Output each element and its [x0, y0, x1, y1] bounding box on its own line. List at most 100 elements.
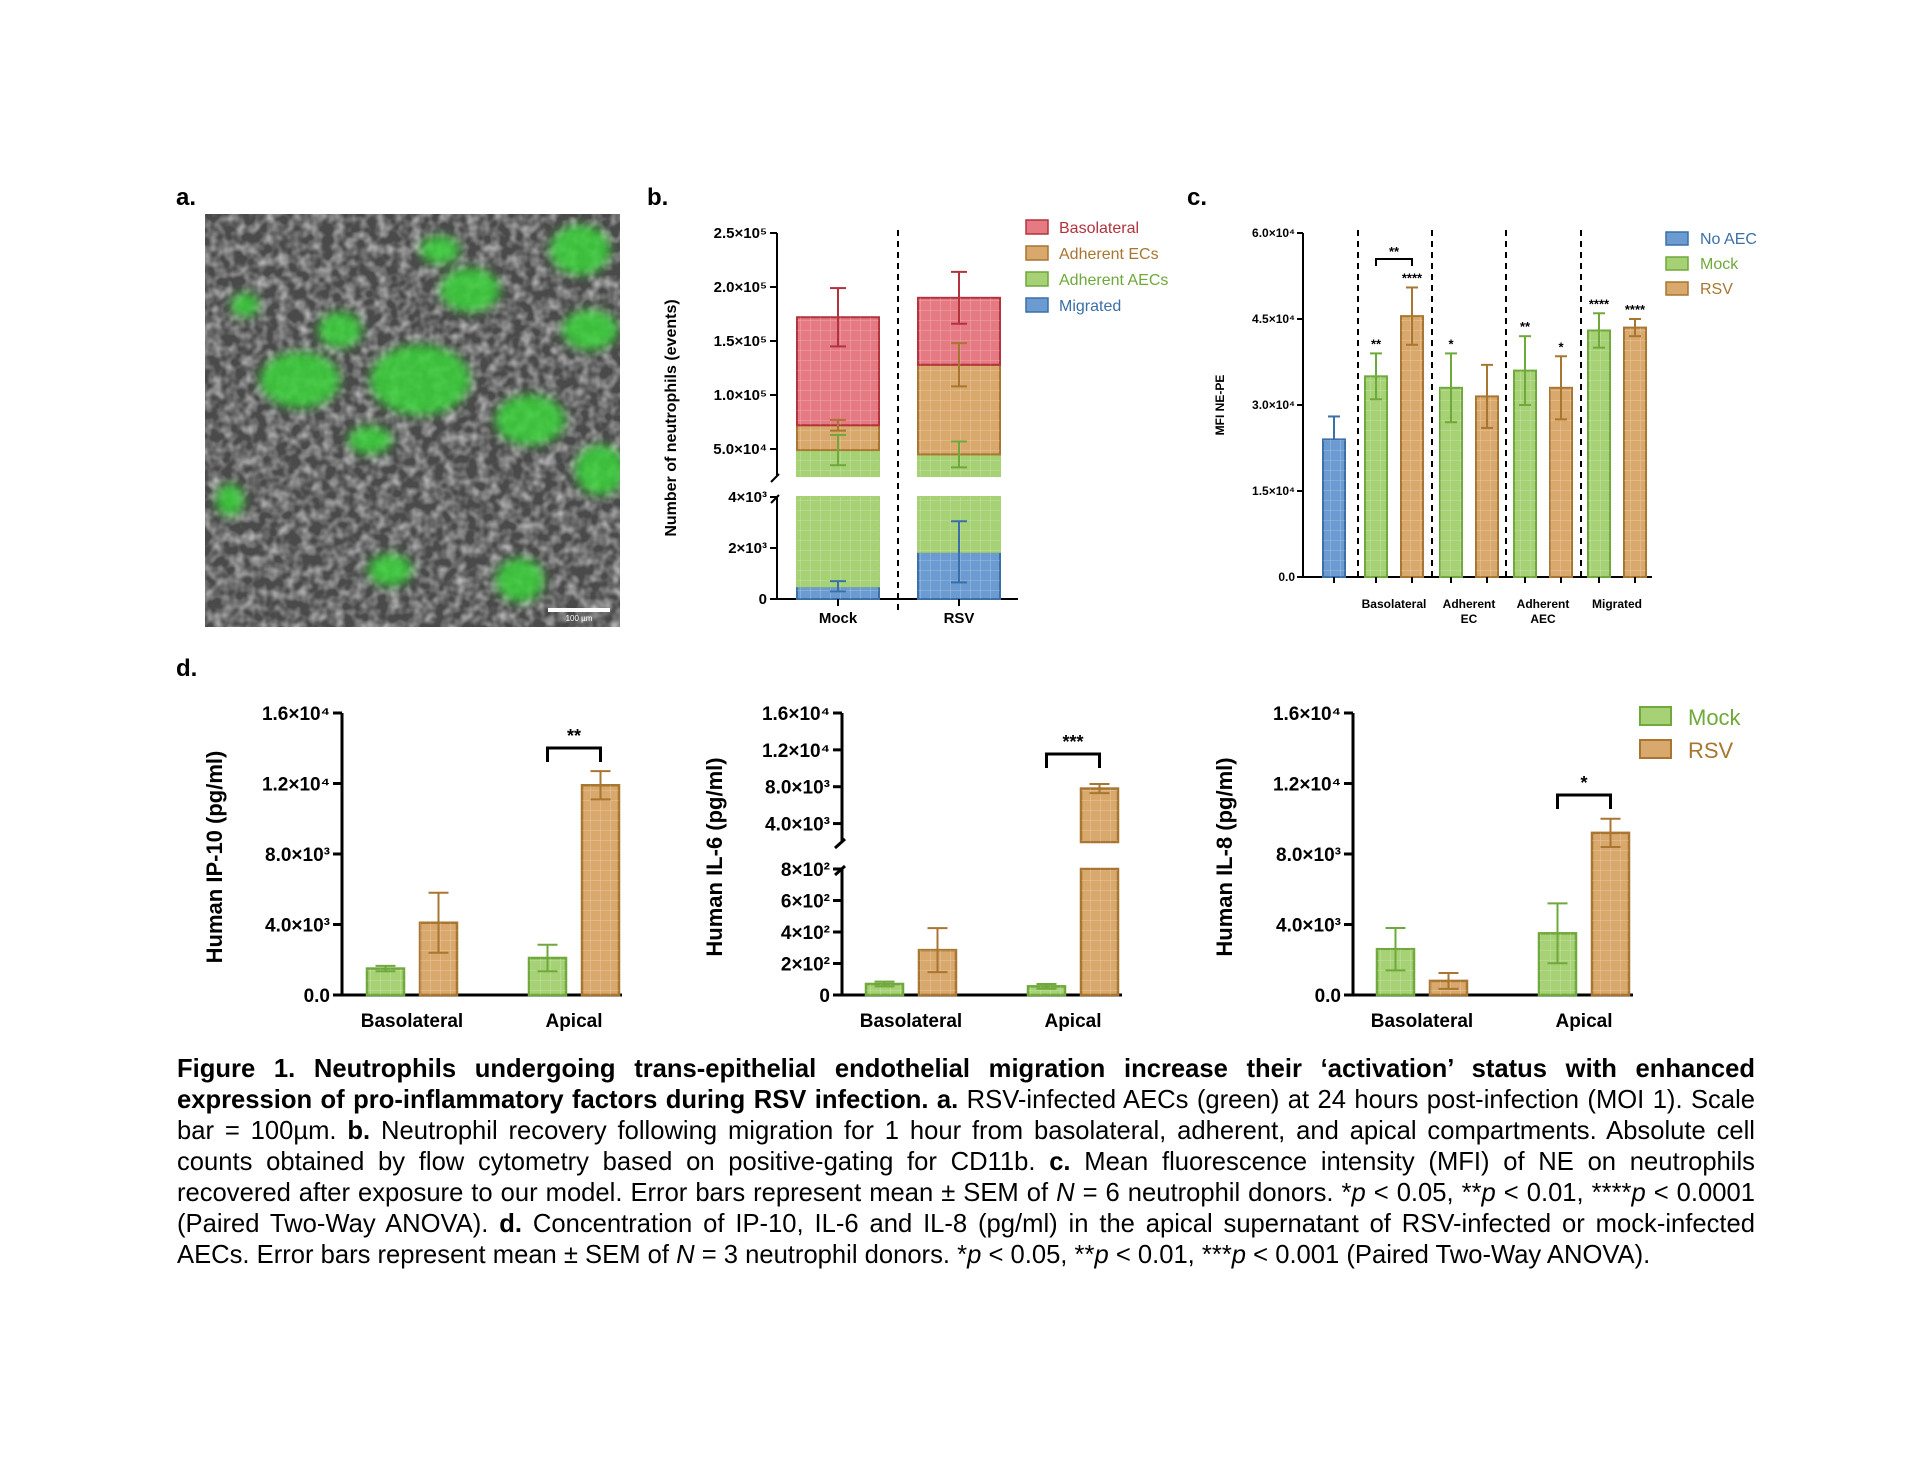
- significance-label: *: [1558, 339, 1564, 354]
- significance-label: **: [1520, 319, 1531, 334]
- x-tick-label: Basolateral: [1371, 1011, 1473, 1032]
- legend-swatch: [1665, 256, 1689, 271]
- x-tick-label: Apical: [1044, 1011, 1101, 1032]
- y-tick-label: 1.2×10⁴: [762, 741, 830, 762]
- y-tick-label: 4×10³: [728, 489, 767, 506]
- y-tick-label: 2.5×10⁵: [714, 225, 767, 242]
- y-tick-label: 4.0×10³: [765, 815, 830, 836]
- caption-d-p: p: [1231, 1241, 1247, 1269]
- bar-mock-grid: [1365, 376, 1387, 577]
- legend-label: Adherent AECs: [1059, 272, 1168, 289]
- bar-rsv-upper-grid: [1081, 788, 1118, 842]
- y-tick-label: 4×10²: [781, 923, 830, 944]
- chart-d-ip10: 0.0 4.0×10³ 8.0×10³ 1.2×10⁴ 1.6×10⁴ Human IP-…: [202, 704, 622, 1032]
- y-tick-label: 2×10³: [728, 540, 767, 557]
- significance-bracket: [1556, 793, 1612, 809]
- significance-bracket: [546, 746, 602, 762]
- significance-label: **: [1389, 244, 1400, 259]
- y-tick-label: 1.5×10⁴: [1252, 484, 1295, 498]
- caption-c-p: p: [1481, 1179, 1496, 1207]
- bar-rsv-grid: [582, 785, 619, 995]
- x-tick-label: Basolateral: [1362, 597, 1427, 611]
- caption-d-p: p: [1094, 1241, 1109, 1269]
- legend-swatch: [1639, 706, 1672, 726]
- significance-label: **: [567, 726, 581, 746]
- x-tick-label: Basolateral: [860, 1011, 962, 1032]
- legend-swatch: [1665, 231, 1689, 246]
- bar-rsv-grid: [1550, 387, 1572, 577]
- panel-label-d: d.: [176, 655, 197, 682]
- legend-swatch: [1639, 739, 1672, 759]
- legend-swatch: [1025, 219, 1049, 235]
- legend-label: Mock: [1688, 705, 1742, 730]
- x-tick-label: Migrated: [1592, 597, 1642, 611]
- bar-migrated-grid: [797, 586, 879, 599]
- significance-label: ****: [1402, 270, 1423, 285]
- y-axis-label: Human IL-8 (pg/ml): [1212, 757, 1237, 956]
- bar-mock-grid: [1028, 986, 1065, 995]
- caption-c-text: < 0.01, ****: [1503, 1179, 1632, 1207]
- y-tick-label: 8.0×10³: [265, 845, 330, 866]
- chart-b: 0 2×10³ 4×10³ 5.0×10⁴ 1.0×10⁵ 1.5×10⁵ 2.0×10⁵ 2…: [663, 219, 1168, 627]
- caption-d-label: d.: [499, 1210, 523, 1238]
- y-tick-label: 4.0×10³: [1276, 916, 1341, 937]
- bar-mock-grid: [1440, 387, 1462, 577]
- axis-break-mark: [833, 837, 847, 850]
- legend-label: RSV: [1700, 281, 1733, 298]
- significance-label: ***: [1062, 732, 1083, 752]
- caption-d-text: < 0.05, **: [988, 1241, 1095, 1269]
- bar-rsv-grid: [1476, 396, 1498, 577]
- axis-break-mark: [770, 494, 780, 504]
- significance-bracket: [1375, 258, 1413, 266]
- significance-label: ****: [1625, 302, 1646, 317]
- y-tick-label: 0.0: [1278, 570, 1295, 584]
- y-tick-label: 1.0×10⁵: [714, 387, 767, 404]
- x-tick-label: EC: [1461, 612, 1478, 626]
- caption-d-p: p: [967, 1241, 982, 1269]
- y-axis-label: Human IL-6 (pg/ml): [702, 757, 727, 956]
- y-tick-label: 2.0×10⁵: [714, 279, 767, 296]
- x-tick-label: Adherent: [1517, 597, 1570, 611]
- scale-bar: [548, 608, 610, 612]
- bar-adherent-aecs-lower-grid: [797, 497, 879, 587]
- chart-c: 0.0 1.5×10⁴ 3.0×10⁴ 4.5×10⁴ 6.0×10⁴ MFI NE-PE…: [1213, 226, 1757, 626]
- significance-label: **: [1371, 336, 1382, 351]
- y-tick-label: 6.0×10⁴: [1252, 226, 1295, 240]
- caption-b-text: Neutrophil recovery following migration …: [177, 1117, 1755, 1176]
- y-tick-label: 6×10²: [781, 892, 830, 913]
- caption-c-n: N: [1056, 1179, 1075, 1207]
- caption-a-text: RSV-infected AECs (green) at 24 hours po…: [177, 1086, 1755, 1145]
- y-tick-label: 8.0×10³: [765, 778, 830, 799]
- legend-label: Basolateral: [1059, 220, 1139, 237]
- y-tick-label: 8×10²: [781, 860, 830, 881]
- legend-swatch: [1025, 271, 1049, 287]
- panel-label-a: a.: [176, 184, 196, 211]
- y-axis-label: MFI NE-PE: [1213, 375, 1227, 436]
- y-tick-label: 1.5×10⁵: [714, 333, 767, 350]
- caption-d-text: Concentration of IP-10, IL-6 and IL-8 (p…: [177, 1210, 1755, 1269]
- legend-label: Migrated: [1059, 298, 1121, 315]
- bar-rsv-grid: [1624, 327, 1646, 577]
- y-tick-label: 0.0: [304, 986, 330, 1007]
- x-tick-label: Basolateral: [361, 1011, 463, 1032]
- caption-d-text: < 0.001 (Paired Two-Way ANOVA).: [1253, 1241, 1651, 1269]
- x-tick-label: AEC: [1530, 612, 1556, 626]
- caption-d-text: = 3 neutrophil donors. *: [701, 1241, 968, 1269]
- caption-c-label: c.: [1049, 1148, 1071, 1176]
- y-tick-label: 1.6×10⁴: [262, 704, 330, 725]
- y-tick-label: 1.6×10⁴: [762, 704, 830, 725]
- bar-rsv-lower-grid: [1081, 869, 1118, 995]
- microscopy-image: 100 µm: [205, 214, 620, 627]
- caption-d-text: < 0.01, ***: [1115, 1241, 1232, 1269]
- significance-bracket: [1045, 752, 1101, 768]
- bar-mock-grid: [367, 968, 404, 995]
- y-tick-label: 1.2×10⁴: [262, 775, 330, 796]
- y-tick-label: 1.2×10⁴: [1273, 775, 1341, 796]
- y-tick-label: 0.0: [1315, 986, 1341, 1007]
- bar-rsv-grid: [1401, 316, 1423, 577]
- caption-c-text: < 0.0001 (Paired Two-Way ANOVA).: [177, 1179, 1755, 1238]
- legend-swatch: [1665, 281, 1689, 296]
- bar-mock-grid: [1588, 330, 1610, 577]
- chart-d-il8: 0.0 4.0×10³ 8.0×10³ 1.2×10⁴ 1.6×10⁴ Human IL-…: [1212, 704, 1742, 1032]
